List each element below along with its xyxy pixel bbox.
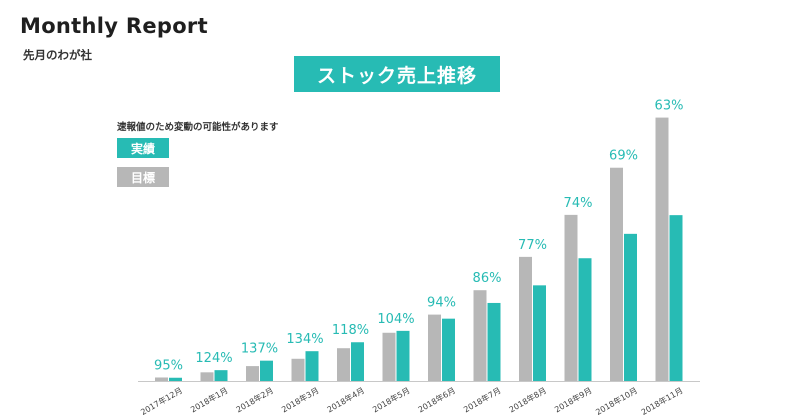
- bar-target: [519, 257, 532, 381]
- bar-actual: [215, 370, 228, 381]
- x-tick-label: 2018年1月: [189, 385, 230, 414]
- bar-actual: [670, 215, 683, 381]
- bar-actual: [442, 319, 455, 381]
- x-tick-label: 2018年9月: [553, 385, 594, 414]
- bar-target: [428, 315, 441, 381]
- bar-actual: [533, 285, 546, 381]
- bar-target: [246, 366, 259, 381]
- rate-label: 137%: [241, 342, 278, 357]
- rate-label: 77%: [518, 238, 547, 253]
- rate-label: 74%: [564, 196, 593, 211]
- rate-label: 86%: [473, 271, 502, 286]
- bar-actual: [397, 331, 410, 381]
- bar-target: [337, 348, 350, 381]
- x-tick-label: 2018年6月: [416, 385, 457, 414]
- rate-label: 134%: [286, 332, 323, 347]
- rate-label: 69%: [609, 149, 638, 164]
- bar-target: [474, 290, 487, 381]
- bar-actual: [306, 351, 319, 381]
- rate-label: 124%: [195, 351, 232, 366]
- bar-target: [565, 215, 578, 381]
- x-tick-label: 2018年8月: [507, 385, 548, 414]
- bar-target: [155, 377, 168, 381]
- rate-label: 104%: [377, 312, 414, 327]
- x-tick-label: 2017年12月: [139, 385, 184, 417]
- bar-actual: [351, 342, 364, 381]
- rate-label: 118%: [332, 323, 369, 338]
- bar-actual: [488, 303, 501, 381]
- bar-target: [610, 168, 623, 381]
- bar-actual: [579, 258, 592, 381]
- bar-actual: [169, 378, 182, 381]
- bar-actual: [624, 234, 637, 381]
- rate-label: 94%: [427, 296, 456, 311]
- bar-target: [201, 372, 214, 381]
- bar-target: [656, 118, 669, 381]
- rate-label: 95%: [154, 358, 183, 373]
- x-tick-label: 2018年2月: [234, 385, 275, 414]
- x-tick-label: 2018年4月: [325, 385, 366, 414]
- x-tick-label: 2018年10月: [594, 385, 639, 417]
- x-tick-label: 2018年3月: [280, 385, 321, 414]
- x-tick-label: 2018年7月: [462, 385, 503, 414]
- bar-target: [292, 359, 305, 381]
- x-tick-label: 2018年5月: [371, 385, 412, 414]
- x-tick-label: 2018年11月: [639, 385, 684, 417]
- bar-actual: [260, 361, 273, 381]
- rate-label: 63%: [655, 99, 684, 114]
- bar-target: [383, 333, 396, 381]
